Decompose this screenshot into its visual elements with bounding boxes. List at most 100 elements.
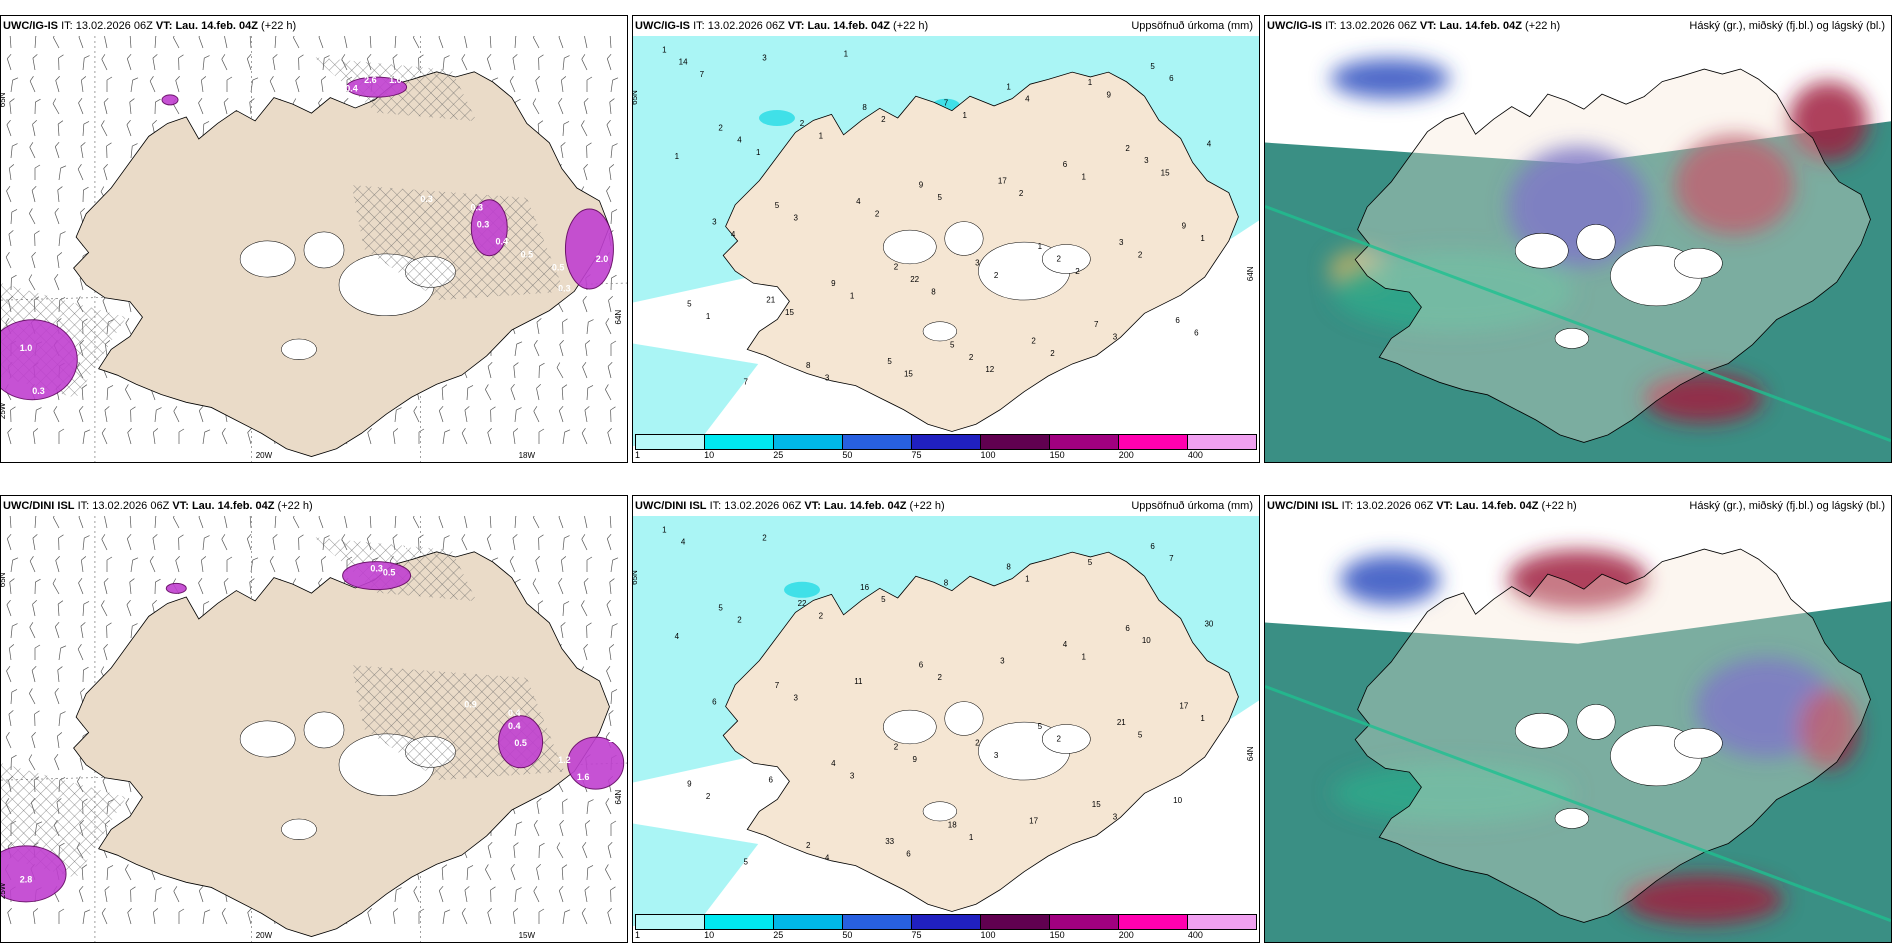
precip-value: 15 xyxy=(1161,168,1170,177)
wind-barb xyxy=(10,623,18,639)
wind-barb xyxy=(538,842,545,859)
wind-barb xyxy=(367,907,372,925)
wind-barb xyxy=(413,886,420,903)
wind-barb xyxy=(509,556,516,573)
wind-barb xyxy=(32,600,38,617)
axis-label: 64N xyxy=(614,790,623,805)
wind-barb xyxy=(202,429,211,445)
glacier xyxy=(1041,724,1091,754)
wind-barb xyxy=(202,121,210,137)
precip-value: 9 xyxy=(831,279,836,288)
wind-barb xyxy=(58,165,67,181)
value-label: 0.5 xyxy=(514,738,527,748)
precip-value: 2 xyxy=(894,263,899,272)
iceland xyxy=(73,551,610,937)
wind-barb xyxy=(9,98,15,115)
wind-barb xyxy=(438,405,444,423)
precip-core xyxy=(758,110,795,126)
precip-value: 2 xyxy=(1056,735,1061,744)
wind-barb xyxy=(55,555,60,573)
wind-barb xyxy=(226,76,233,92)
wind-barb xyxy=(31,251,36,269)
wind-barb xyxy=(173,406,180,423)
precip-value: 2 xyxy=(1056,255,1061,264)
wind-barb xyxy=(556,362,564,379)
precip-value: 21 xyxy=(1117,718,1126,727)
wind-barb xyxy=(605,384,612,401)
precip-value: 6 xyxy=(768,776,773,785)
precip-value: 8 xyxy=(862,103,867,112)
wind-barb xyxy=(610,77,619,93)
wind-barb xyxy=(610,209,618,225)
wind-barb xyxy=(298,54,304,71)
wind-barb xyxy=(510,383,516,401)
wind-barb xyxy=(56,732,63,749)
wind-barb xyxy=(54,141,60,159)
axis-label: 65N xyxy=(1,572,7,587)
precip-value: 14 xyxy=(679,58,688,67)
wind-barb xyxy=(489,516,496,529)
wind-barb xyxy=(512,54,518,71)
wind-barb xyxy=(442,55,450,71)
wind-barb xyxy=(126,599,132,617)
wind-barb xyxy=(247,427,252,445)
wind-barb xyxy=(318,516,324,529)
precip-value: 2 xyxy=(1019,189,1024,198)
precip-value: 9 xyxy=(919,181,924,190)
axis-label: 64N xyxy=(1246,266,1255,281)
legend-swatch xyxy=(1119,435,1188,449)
precip-value: 21 xyxy=(766,296,775,305)
legend-swatch xyxy=(1050,915,1119,929)
wind-barb xyxy=(198,516,204,529)
panel-header: UWC/DINI ISL IT: 13.02.2026 06Z VT: Lau.… xyxy=(1267,500,1577,512)
wind-barb xyxy=(130,77,139,93)
glacier xyxy=(1515,712,1569,749)
glacier xyxy=(303,231,345,269)
wind-barb xyxy=(560,622,566,639)
precip-blob xyxy=(165,582,187,594)
wind-barb xyxy=(32,534,38,551)
precip-value: 15 xyxy=(1092,800,1101,809)
wind-barb xyxy=(533,820,540,837)
wind-barb xyxy=(583,163,588,181)
cloud-patch xyxy=(1332,251,1573,332)
wind-barb xyxy=(606,533,612,551)
wind-barb xyxy=(173,516,180,529)
wind-barb xyxy=(149,556,156,573)
coastline xyxy=(722,71,1239,432)
wind-barb xyxy=(485,864,492,881)
precip-value: 5 xyxy=(887,357,892,366)
legend-swatch xyxy=(1050,435,1119,449)
wind-barb xyxy=(609,36,616,49)
wind-barb xyxy=(562,318,568,335)
precip-blob xyxy=(161,94,179,106)
precip-value: 2 xyxy=(737,616,742,625)
precip-value: 3 xyxy=(1119,238,1124,247)
wind-barb xyxy=(223,97,229,115)
precip-value: 5 xyxy=(1088,558,1093,567)
coastline xyxy=(1354,68,1871,443)
wind-barb xyxy=(127,907,132,925)
wind-map: 2.6 1.0 0.4 0.3 0.3 0.3 0.4 0.5 0.5 2.0 0.3 1.0 0.3 6… xyxy=(1,36,627,462)
precip-value: 3 xyxy=(1000,657,1005,666)
wind-barb xyxy=(29,142,36,159)
precip-value: 9 xyxy=(1182,222,1187,231)
glacier xyxy=(1673,247,1723,279)
wind-barb xyxy=(103,643,108,661)
wind-barb xyxy=(584,340,591,357)
wind-barb xyxy=(106,865,114,881)
wind-barb xyxy=(560,556,567,573)
precip-value: 1 xyxy=(819,132,824,141)
wind-barb xyxy=(513,362,519,379)
wind-barb xyxy=(247,907,252,925)
legend-label: 100 xyxy=(980,930,996,940)
wind-barb xyxy=(152,54,158,71)
wind-barb xyxy=(154,36,162,49)
wind-barb xyxy=(198,98,204,115)
wind-barb xyxy=(104,886,110,903)
wind-barb xyxy=(558,36,564,49)
wind-barb xyxy=(175,555,180,573)
legend-bar xyxy=(635,914,1257,930)
precip-value: 1 xyxy=(1200,234,1205,243)
wind-barb xyxy=(57,600,64,617)
